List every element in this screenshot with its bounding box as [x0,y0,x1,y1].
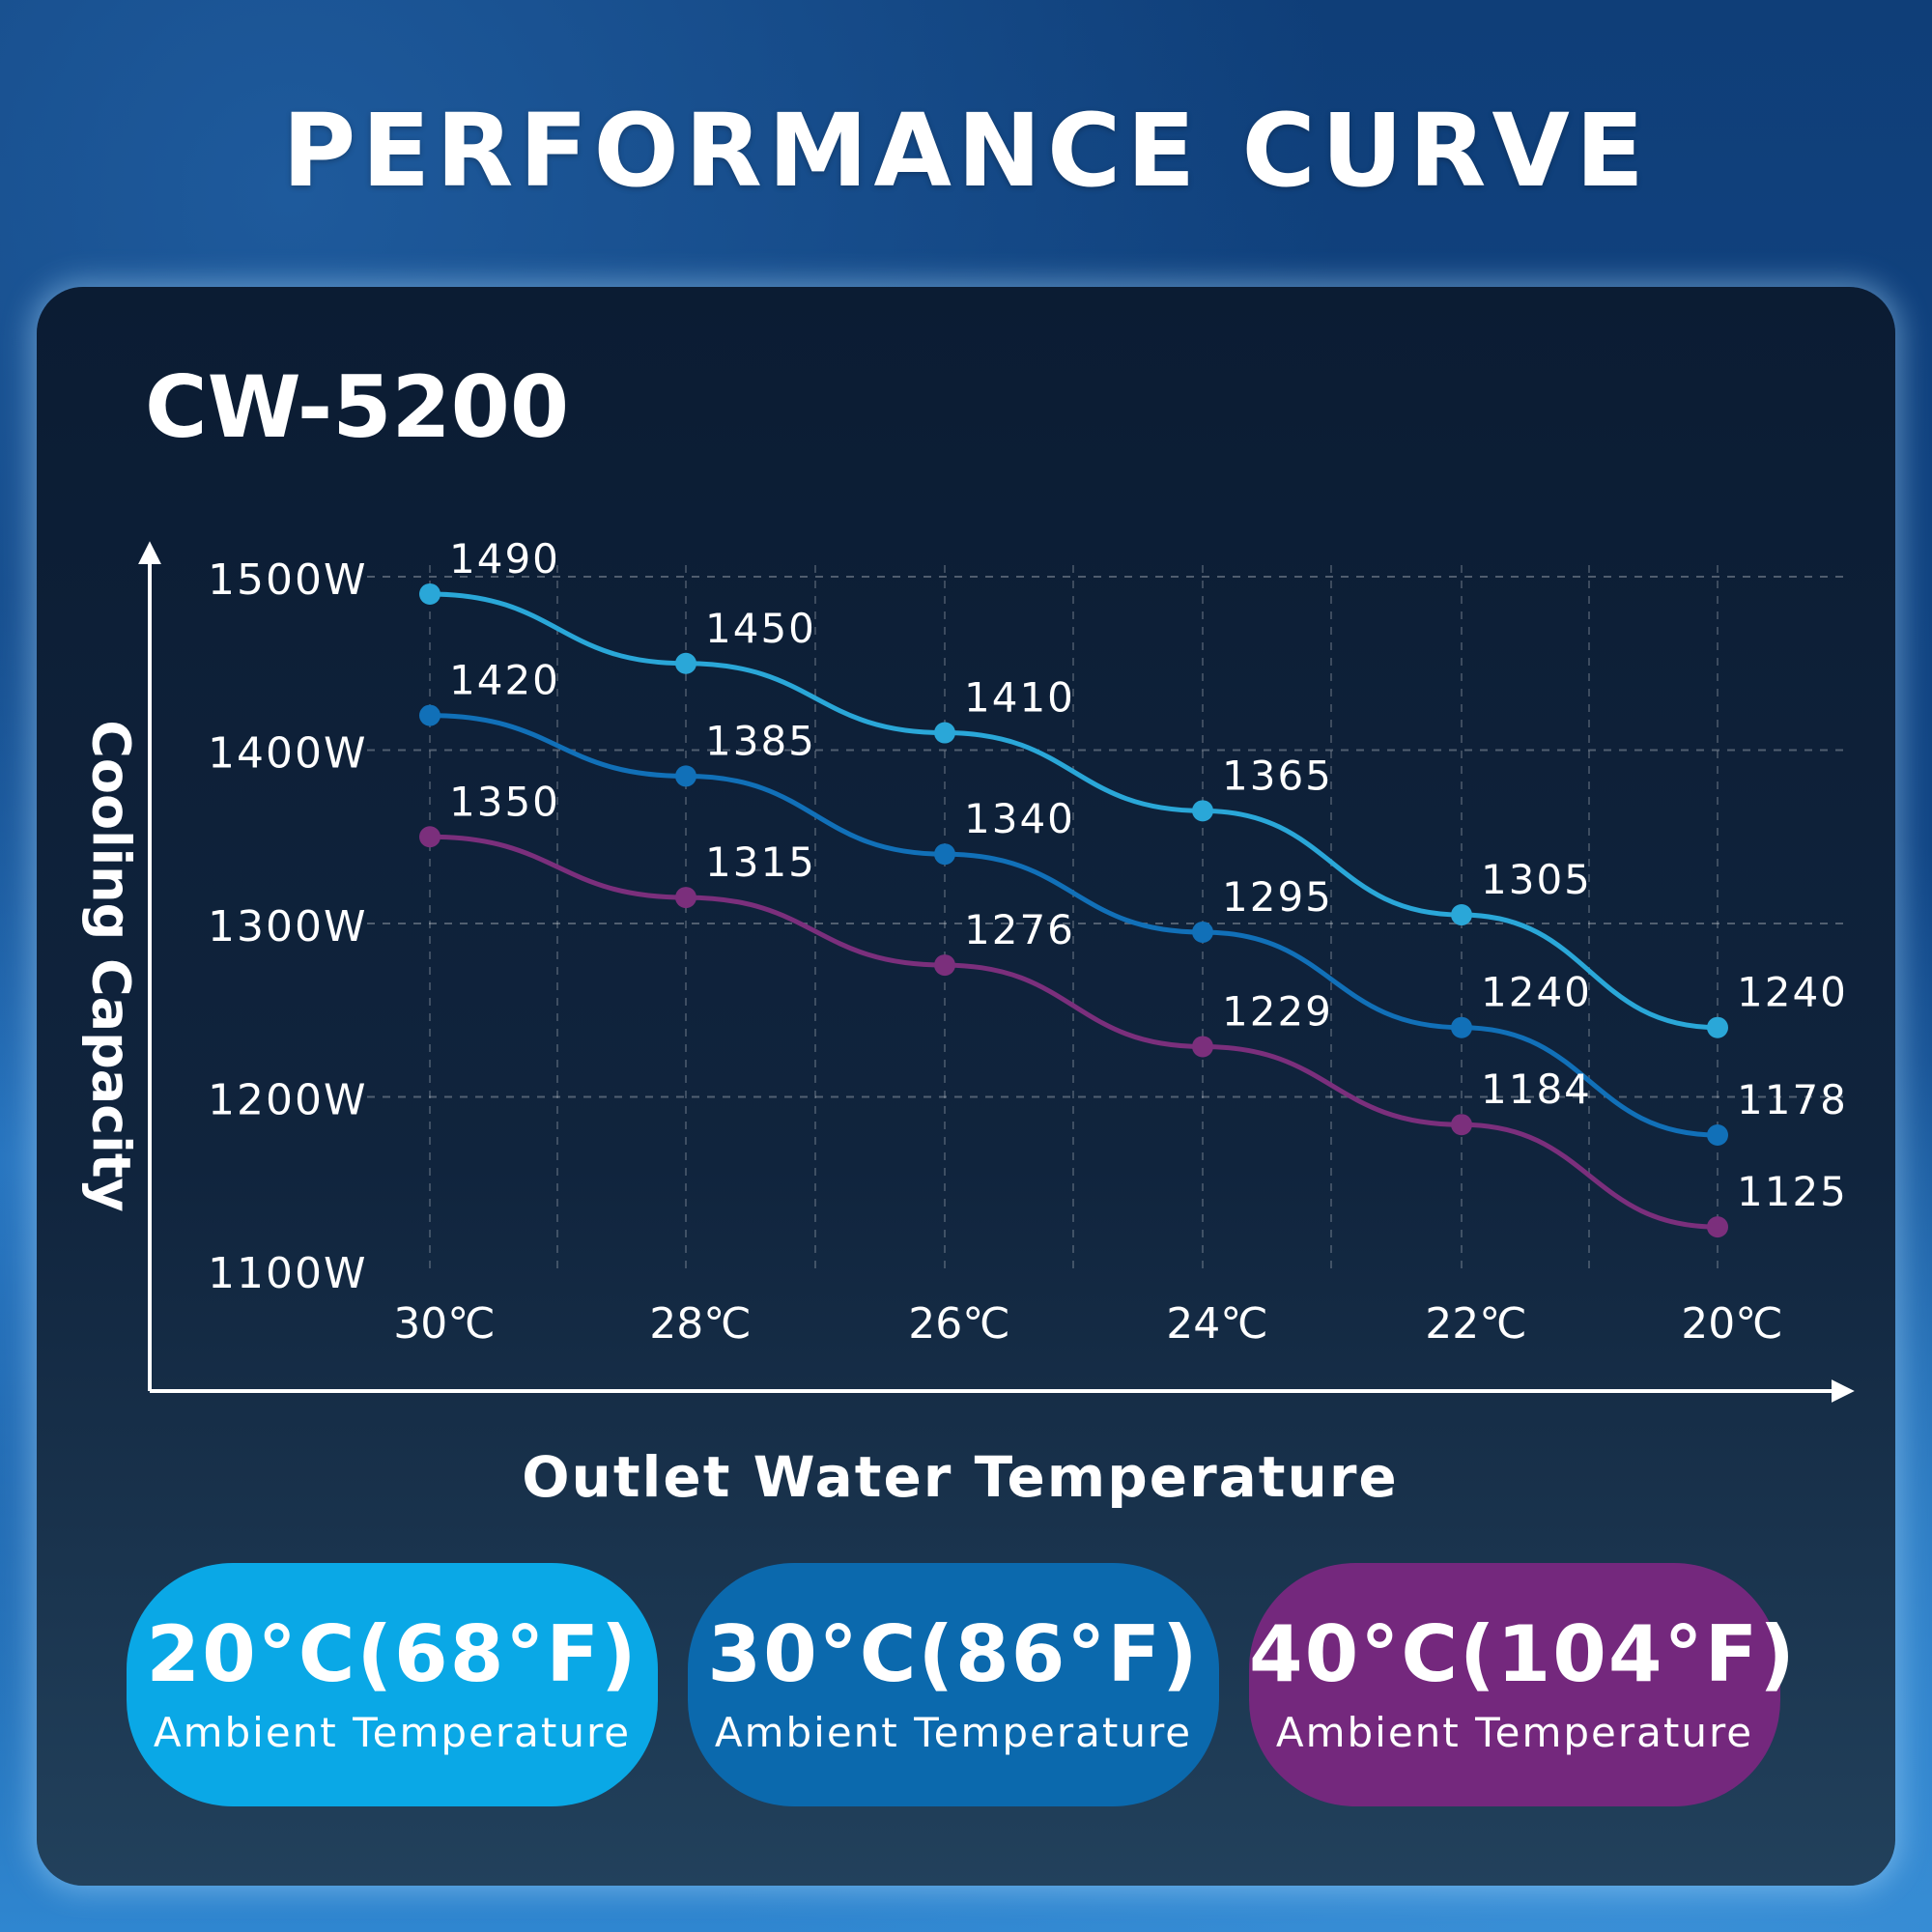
data-label: 1240 [1481,969,1592,1016]
series-line [429,834,1719,1230]
x-axis-title: Outlet Water Temperature [0,1444,1932,1510]
data-label: 1315 [705,838,816,886]
data-point [419,582,440,605]
legend-label: Ambient Temperature [153,1709,632,1756]
data-point [1707,1216,1728,1238]
data-label: 1450 [705,605,816,652]
data-label: 1420 [449,657,560,704]
y-tick-label: 1500W [208,555,367,605]
data-point [1451,1016,1472,1038]
data-point [1451,1114,1472,1136]
legend-temp: 40°C(104°F) [1249,1609,1797,1699]
x-tick-label: 22℃ [1425,1299,1526,1349]
data-label: 1365 [1222,752,1333,799]
x-tick-label: 28℃ [649,1299,751,1349]
x-tick-label: 24℃ [1166,1299,1267,1349]
data-label: 1295 [1222,873,1333,921]
x-tick-label: 26℃ [908,1299,1009,1349]
data-point [675,765,696,787]
chart-title: CW-5200 [145,357,570,457]
data-label: 1350 [449,778,560,825]
series-line [429,591,1719,1031]
data-point [1192,1036,1213,1058]
x-tick-label: 20℃ [1681,1299,1782,1349]
series-line [429,713,1719,1138]
x-ticks: 30℃ 28℃ 26℃ 24℃ 22℃ 20℃ [393,1299,1782,1349]
data-label: 1178 [1737,1076,1848,1123]
data-label: 1340 [964,795,1075,842]
data-label: 1490 [449,535,560,582]
data-point [1451,904,1472,926]
grid [367,565,1850,1275]
legend-item-30c: 30°C(86°F) Ambient Temperature [688,1563,1219,1806]
data-point [419,826,440,848]
y-tick-label: 1200W [208,1076,367,1125]
data-point [1707,1123,1728,1146]
data-point [1192,800,1213,822]
legend-temp: 20°C(68°F) [146,1609,639,1699]
data-point [934,722,955,744]
x-tick-label: 30℃ [393,1299,495,1349]
data-label: 1125 [1737,1168,1848,1215]
y-tick-label: 1300W [208,902,367,952]
legend-label: Ambient Temperature [714,1709,1193,1756]
legend-item-20c: 20°C(68°F) Ambient Temperature [127,1563,658,1806]
data-label: 1305 [1481,856,1592,903]
legend-label: Ambient Temperature [1275,1709,1754,1756]
data-point [675,652,696,674]
data-label: 1276 [964,906,1075,953]
y-tick-label: 1400W [208,729,367,779]
series: 1490 1450 1410 1365 1305 1240 1420 1385 1340 1295… [419,535,1848,1238]
page-title: PERFORMANCE CURVE [282,92,1650,210]
legend-temp: 30°C(86°F) [707,1609,1200,1699]
y-axis-title: Cooling Capacity [80,720,142,1212]
data-label: 1385 [705,717,816,764]
data-point [934,843,955,866]
x-axis-title-text: Outlet Water Temperature [522,1444,1399,1510]
data-point [1192,921,1213,943]
data-label: 1410 [964,674,1075,722]
data-point [675,887,696,909]
data-point [934,954,955,977]
legend-item-40c: 40°C(104°F) Ambient Temperature [1249,1563,1797,1806]
data-point [419,704,440,726]
y-ticks: 1500W 1400W 1300W 1200W 1100W [208,555,367,1298]
data-label: 1184 [1481,1065,1592,1113]
data-point [1707,1016,1728,1038]
data-label: 1229 [1222,987,1333,1035]
data-label: 1240 [1737,969,1848,1016]
y-tick-label: 1100W [208,1249,367,1298]
